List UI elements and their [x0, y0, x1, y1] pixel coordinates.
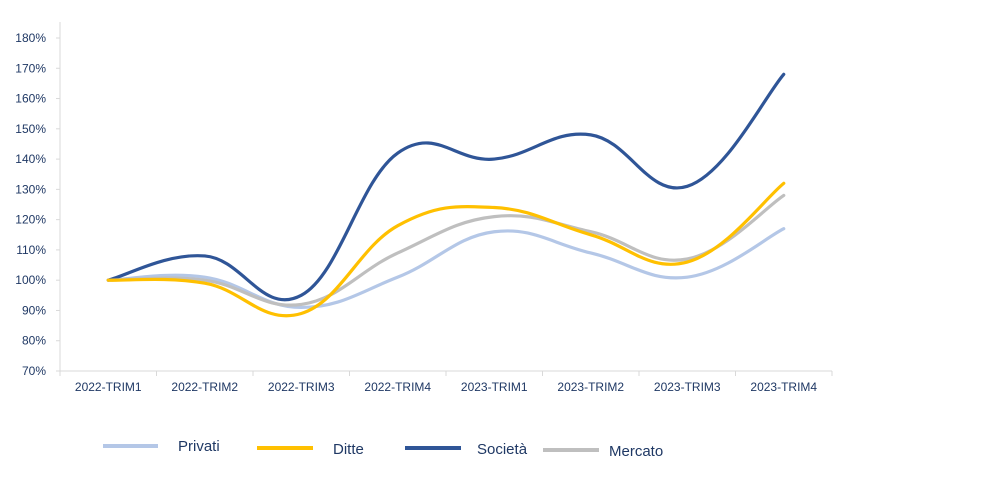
x-tick-label: 2023-TRIM4: [750, 380, 817, 394]
y-tick-label: 80%: [22, 334, 46, 348]
series-line-societa: [106, 72, 786, 302]
x-tick-label: 2023-TRIM3: [654, 380, 721, 394]
x-tick-label: 2022-TRIM2: [171, 380, 238, 394]
y-tick-label: 100%: [15, 273, 46, 287]
y-tick-label: 110%: [16, 243, 46, 257]
x-tick-label: 2023-TRIM1: [461, 380, 528, 394]
y-tick-label: 150%: [15, 122, 46, 136]
x-tick-label: 2022-TRIM1: [75, 380, 142, 394]
y-tick-label: 170%: [15, 61, 46, 75]
legend-label-privati: Privati: [178, 438, 220, 455]
x-axis: 2022-TRIM1 2022-TRIM2 2022-TRIM3 2022-TRIM4…: [59, 370, 833, 394]
series-line-mercato: [106, 193, 786, 307]
y-tick-label: 140%: [15, 152, 46, 166]
legend-label-ditte: Ditte: [333, 441, 364, 458]
y-axis: 70% 80% 90% 100% 110% 120% 130% 140% 150% 160% 170…: [15, 22, 61, 378]
legend-label-mercato: Mercato: [609, 443, 663, 460]
y-tick-label: 120%: [15, 213, 46, 227]
y-tick-label: 160%: [15, 92, 46, 106]
y-tick-label: 90%: [22, 303, 46, 317]
series-line-privati: [106, 227, 786, 310]
x-tick-label: 2023-TRIM2: [557, 380, 624, 394]
legend: Privati Ditte Società Mercato: [103, 438, 663, 460]
y-tick-label: 130%: [15, 182, 46, 196]
series-line-ditte: [106, 181, 786, 318]
legend-label-societa: Società: [477, 441, 528, 458]
x-tick-label: 2022-TRIM3: [268, 380, 335, 394]
y-tick-label: 70%: [22, 364, 46, 378]
series-lines: [106, 72, 786, 318]
y-tick-label: 180%: [15, 31, 46, 45]
x-tick-label: 2022-TRIM4: [364, 380, 431, 394]
